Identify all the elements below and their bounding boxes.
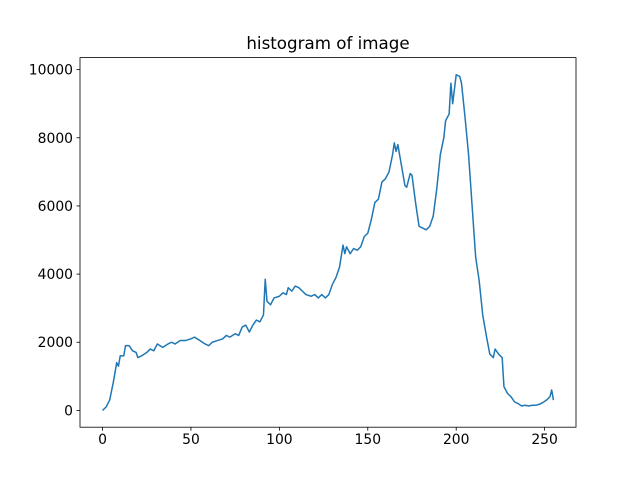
y-tick-label: 6000 <box>38 199 73 215</box>
x-tick-label: 0 <box>98 432 107 448</box>
plot-frame <box>79 57 577 428</box>
y-tick-label: 10000 <box>29 63 73 79</box>
y-tick-label: 4000 <box>38 267 73 283</box>
y-tick-label: 8000 <box>38 131 73 147</box>
x-tick-label: 50 <box>182 432 200 448</box>
data-line <box>102 73 555 411</box>
y-tick-label: 2000 <box>38 335 73 351</box>
x-tick-label: 150 <box>355 432 382 448</box>
x-tick-label: 250 <box>531 432 558 448</box>
chart-title: histogram of image <box>246 33 409 53</box>
x-tick-label: 200 <box>443 432 470 448</box>
x-tick-label: 100 <box>266 432 293 448</box>
y-tick-label: 0 <box>64 403 73 419</box>
